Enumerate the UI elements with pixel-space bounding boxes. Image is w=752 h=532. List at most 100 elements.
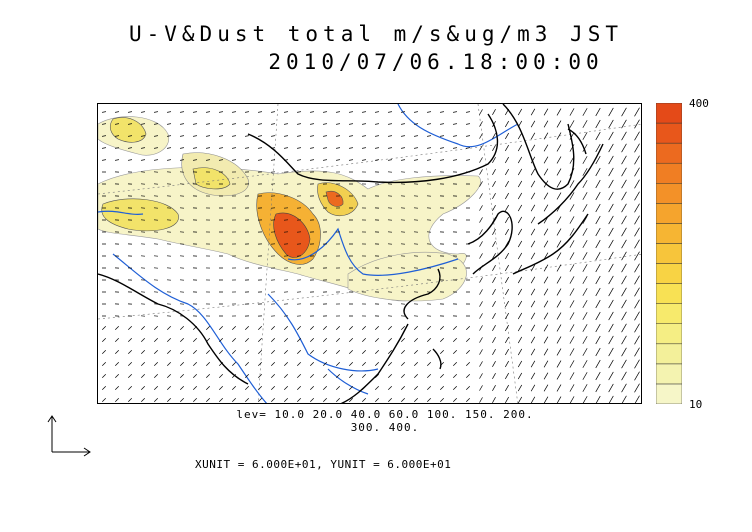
wind-vector [244, 361, 250, 367]
wind-vector [595, 131, 601, 141]
wind-vector [114, 135, 120, 137]
wind-vector [543, 216, 549, 224]
wind-vector [634, 275, 640, 285]
wind-vector [608, 251, 614, 261]
wind-vector [335, 325, 341, 331]
wind-vector [231, 111, 237, 113]
wind-vector [634, 263, 640, 273]
wind-vector [505, 228, 509, 236]
wind-vector [439, 147, 445, 149]
wind-vector [361, 349, 367, 355]
wind-vector [335, 147, 341, 149]
wind-vector [621, 395, 627, 403]
wind-vector [426, 337, 432, 343]
wind-vector [179, 111, 185, 113]
wind-vector [205, 111, 211, 113]
wind-vector [218, 147, 224, 149]
wind-vector [582, 312, 588, 320]
wind-vector [387, 337, 393, 343]
wind-vector [634, 371, 640, 381]
wind-vector [595, 323, 601, 333]
wind-vector [387, 111, 393, 113]
wind-vector [582, 252, 588, 260]
wind-vector [595, 359, 601, 369]
wind-vector [530, 132, 536, 140]
wind-vector [492, 313, 496, 319]
wind-vector [479, 193, 483, 199]
wind-vector [505, 396, 509, 403]
wind-vector [634, 119, 640, 129]
wind-vector [244, 373, 250, 379]
wind-vector [361, 397, 367, 403]
wind-vector [413, 349, 419, 355]
wind-vector [426, 349, 432, 355]
wind-vector [140, 349, 146, 355]
wind-vector [205, 159, 211, 161]
wind-vector [335, 397, 341, 403]
wind-vector [505, 204, 509, 212]
wind-vector [621, 311, 627, 321]
wind-vector [479, 109, 483, 115]
wind-vector [479, 145, 483, 151]
wind-vector [426, 147, 432, 149]
wind-vector [505, 360, 509, 368]
wind-vector [608, 107, 614, 117]
wind-vector [413, 111, 419, 113]
wind-vector [479, 229, 483, 235]
wind-vector [608, 347, 614, 357]
wind-vector [127, 135, 133, 137]
wind-vector [296, 385, 302, 391]
wind-vector [244, 147, 250, 149]
wind-vector [479, 397, 483, 403]
wind-vector [127, 147, 133, 149]
wind-vector [556, 168, 562, 176]
wind-vector [556, 336, 562, 344]
wind-vector [569, 252, 575, 260]
wind-vector [634, 131, 640, 141]
wind-vector [608, 191, 614, 201]
wind-vector [543, 120, 549, 128]
wind-vector [517, 372, 523, 380]
wind-vector [192, 123, 198, 125]
wind-vector [569, 312, 575, 320]
wind-vector [335, 135, 341, 137]
wind-vector [335, 361, 341, 367]
wind-vector [309, 373, 315, 379]
wind-vector [543, 276, 549, 284]
wind-vector [348, 159, 354, 161]
wind-vector [543, 360, 549, 368]
wind-vector [465, 337, 471, 343]
wind-vector [452, 361, 458, 367]
vector-unit-label: XUNIT = 6.000E+01, YUNIT = 6.000E+01 [195, 458, 452, 471]
colorbar-step [656, 122, 682, 144]
wind-vector [153, 373, 159, 379]
wind-vector [413, 325, 419, 331]
wind-vector [426, 111, 432, 113]
wind-vector [452, 325, 458, 331]
wind-vector [166, 361, 172, 367]
wind-vector [595, 155, 601, 165]
colorbar-step [656, 383, 682, 404]
wind-vector [556, 300, 562, 308]
wind-vector [166, 397, 172, 403]
wind-vector [322, 325, 328, 331]
rivers-layer [98, 104, 519, 403]
wind-vector [296, 325, 302, 331]
wind-vector [582, 348, 588, 356]
wind-vector [543, 348, 549, 356]
wind-vector [140, 337, 146, 343]
wind-vector [218, 361, 224, 367]
wind-vector [505, 132, 509, 140]
wind-vector [582, 288, 588, 296]
wind-vector [634, 395, 640, 403]
wind-vector [543, 144, 549, 152]
wind-vector [543, 168, 549, 176]
wind-vector [153, 147, 159, 149]
wind-vector [270, 147, 276, 149]
wind-vector [153, 111, 159, 113]
wind-vector [492, 217, 496, 223]
wind-vector [179, 147, 185, 149]
wind-vector [582, 372, 588, 380]
wind-vector [479, 325, 483, 331]
wind-vector [582, 156, 588, 164]
